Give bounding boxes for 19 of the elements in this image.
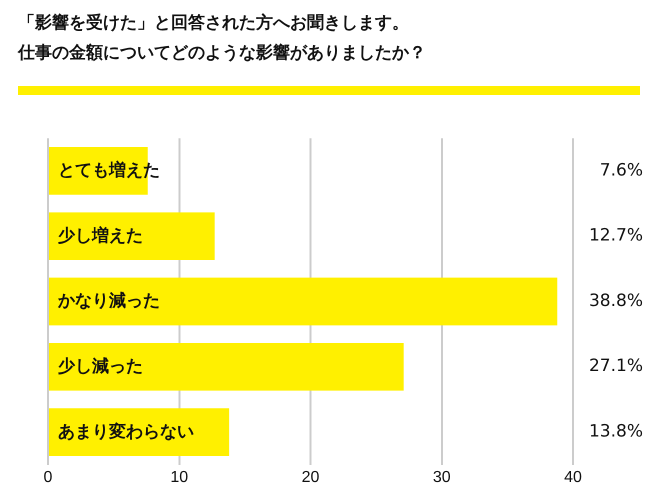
data-label: 27.1%: [588, 356, 643, 376]
data-label: 12.7%: [588, 226, 643, 246]
bar: [49, 342, 404, 391]
y-tick-label: かなり減った: [57, 291, 160, 310]
bar: [49, 212, 215, 260]
chart-title: 「影響を受けた」と回答された方へお聞きします。仕事の金額についてどのような影響がありましたか？: [18, 12, 426, 65]
x-tick-label: 20: [302, 468, 320, 486]
x-tick-label: 30: [432, 468, 451, 486]
y-tick-label: 少し増えた: [58, 224, 143, 245]
x-tick-label: 0: [44, 468, 53, 486]
data-label: 38.8%: [588, 290, 643, 311]
bar: [49, 408, 230, 456]
y-tick-label: 少し減った: [58, 356, 143, 376]
x-tick-label: 40: [564, 468, 582, 486]
bar: [49, 278, 558, 326]
x-tick-label: 10: [170, 468, 188, 486]
data-label: 7.6%: [600, 160, 643, 180]
data-label: 13.8%: [588, 422, 643, 442]
y-tick-label: あまり変わらない: [58, 422, 194, 441]
